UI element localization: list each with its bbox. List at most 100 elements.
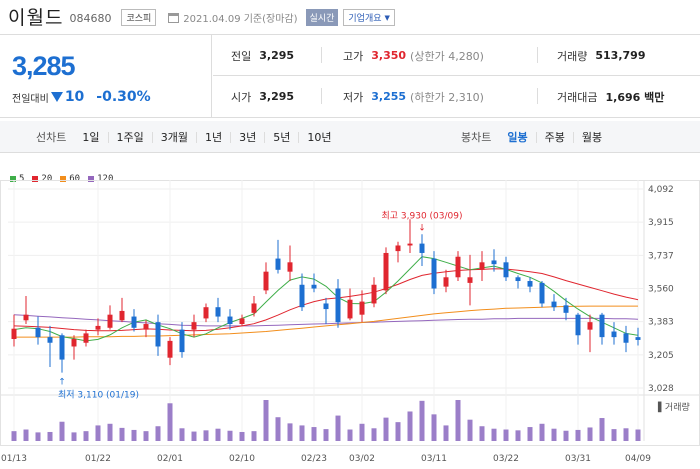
realtime-button[interactable]: 실시간 — [305, 9, 339, 26]
volume-bar — [299, 425, 305, 441]
candle-weekly[interactable]: 주봉 — [535, 131, 573, 143]
volume-bar — [35, 432, 41, 441]
date-tick-label: 01/22 — [85, 454, 111, 464]
price-tick-label: 3,560 — [648, 285, 674, 295]
ma5-line — [13, 256, 639, 342]
volume-bar — [143, 431, 149, 441]
candle-body — [131, 316, 137, 328]
candle-body — [467, 277, 473, 283]
volume-bar — [359, 423, 365, 441]
chart-period-toolbar: 선차트 1일 1주일 3개월 1년 3년 5년 10년 봉차트 일봉 주봉 월봉 — [0, 121, 700, 153]
volume-bar — [551, 428, 557, 441]
candle-body — [503, 262, 509, 278]
candle-body — [47, 337, 53, 343]
period-3y[interactable]: 3년 — [230, 131, 264, 143]
open-value: 3,295 — [259, 90, 295, 103]
date-tick-label: 02/01 — [157, 454, 183, 464]
volume-bar — [563, 430, 569, 441]
period-5y[interactable]: 5년 — [264, 131, 298, 143]
legend-ma5: 5 — [10, 174, 24, 184]
legend-ma60: 60 — [60, 174, 80, 184]
candle-body — [491, 260, 497, 265]
volume-bar — [467, 419, 473, 441]
line-chart-label: 선차트 — [36, 131, 67, 144]
candle-body — [215, 307, 221, 317]
date-tick-label: 03/31 — [565, 454, 591, 464]
stats-row-1: 전일 3,295 고가 3,350 (상한가 4,280) 거래량 513,79… — [213, 35, 700, 76]
candle-body — [563, 305, 569, 313]
volume-bar — [119, 427, 125, 441]
volume-bar — [203, 430, 209, 441]
volume-bar — [347, 429, 353, 441]
volume-bar — [635, 429, 641, 441]
candle-body — [263, 271, 269, 291]
volume-bar — [47, 431, 53, 441]
volume-bar — [323, 429, 329, 441]
candle-body — [323, 303, 329, 310]
volume-bar — [431, 414, 437, 441]
volume-bar — [191, 431, 197, 441]
period-1y[interactable]: 1년 — [196, 131, 230, 143]
period-1d[interactable]: 1일 — [82, 130, 100, 144]
candle-daily[interactable]: 일봉 — [507, 130, 528, 144]
candle-body — [383, 252, 389, 291]
date-tick-label: 01/13 — [1, 454, 27, 464]
candle-monthly[interactable]: 월봉 — [572, 131, 610, 143]
prev-close: 전일 3,295 — [231, 35, 294, 76]
divider — [321, 47, 322, 63]
volume-bar — [179, 428, 185, 441]
divider — [537, 88, 538, 104]
change-amount: 10 — [64, 89, 85, 105]
period-10y[interactable]: 10년 — [298, 131, 339, 143]
volume-bar — [287, 423, 293, 441]
price-tick-label: 3,383 — [648, 318, 674, 328]
current-price: 3,285 — [12, 51, 76, 81]
candle-body — [35, 327, 41, 338]
volume-bar — [251, 431, 257, 441]
stock-header: 이월드 084680 코스피 2021.04.09 기준(장마감) 실시간 기업… — [0, 0, 700, 32]
divider — [537, 47, 538, 63]
divider — [321, 88, 322, 104]
prev-close-value: 3,295 — [259, 49, 295, 62]
volume-bar — [395, 422, 401, 441]
company-overview-dropdown[interactable]: 기업개요 ▼ — [343, 9, 395, 26]
prev-close-label: 전일 — [231, 49, 252, 63]
candle-body — [407, 243, 413, 246]
stock-code: 084680 — [69, 11, 112, 25]
ma-legend: 5 20 60 120 — [10, 174, 121, 184]
volume-bar — [71, 432, 77, 441]
candle-body — [431, 258, 437, 289]
candle-body — [299, 284, 305, 308]
candle-body — [539, 282, 545, 304]
volume-bar — [527, 427, 533, 441]
candle-body — [143, 324, 149, 330]
stock-name: 이월드 — [8, 6, 64, 29]
candle-body — [287, 262, 293, 272]
candle-body — [275, 258, 281, 270]
candle-body — [107, 314, 113, 328]
candle-body — [587, 322, 593, 330]
price-stats: 전일 3,295 고가 3,350 (상한가 4,280) 거래량 513,79… — [213, 35, 700, 117]
candle-body — [239, 318, 245, 325]
period-1w[interactable]: 1주일 — [107, 131, 152, 143]
candle-body — [599, 314, 605, 338]
volume-bar — [227, 430, 233, 441]
stats-row-2: 시가 3,295 저가 3,255 (하한가 2,310) 거래대금 1,696… — [213, 76, 700, 117]
date-tick-label: 03/22 — [493, 454, 519, 464]
min-annotation: 최저 3,110 (01/19) — [58, 390, 139, 401]
volume-bar — [155, 426, 161, 441]
legend-label: 120 — [97, 174, 114, 184]
stock-chart[interactable]: 4,092 3,915 3,737 3,560 3,383 3,205 3,028 01/13… — [0, 180, 700, 469]
volume-bar — [107, 423, 113, 441]
change-rate: -0.30% — [96, 89, 151, 105]
candle-body — [455, 256, 461, 278]
candle-body — [635, 337, 641, 340]
period-3m[interactable]: 3개월 — [151, 131, 196, 143]
candle-body — [335, 288, 341, 323]
candle-chart-periods: 봉차트 일봉 주봉 월봉 — [461, 121, 610, 153]
candle-body — [11, 328, 17, 339]
legend-swatch — [88, 176, 95, 182]
legend-swatch — [32, 176, 39, 182]
volume-bar — [491, 428, 497, 441]
volume-bar — [383, 417, 389, 441]
